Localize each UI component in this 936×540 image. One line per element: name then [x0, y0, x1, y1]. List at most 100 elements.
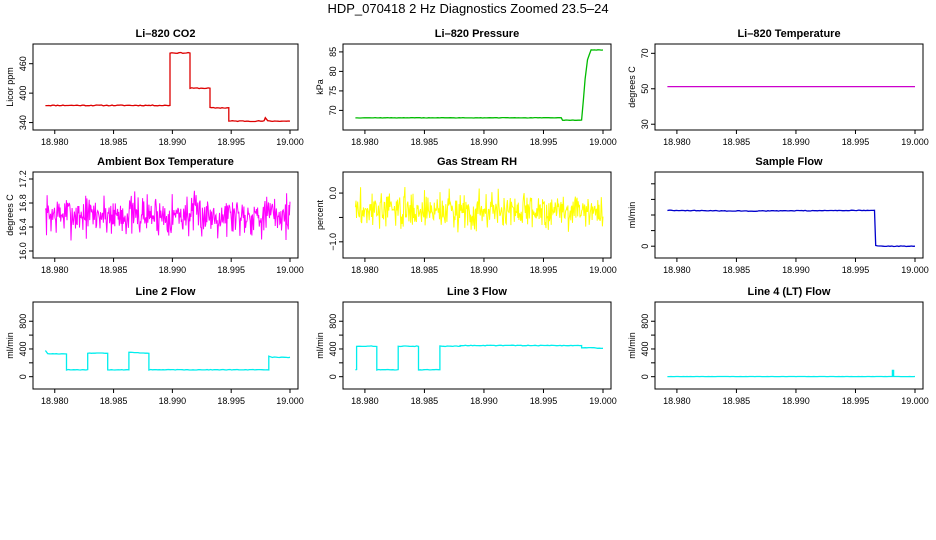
series-line	[45, 51, 291, 123]
x-tick-label: 19.000	[901, 137, 929, 147]
chart-panel: Line 4 (LT) Flow 18.980 18.985 18.990 18.995…	[627, 286, 929, 406]
series-line	[354, 186, 604, 233]
y-tick-label: 400	[18, 341, 28, 356]
x-tick-label: 18.995	[217, 265, 245, 275]
x-tick-label: 18.995	[217, 137, 245, 147]
plot-frame	[32, 171, 299, 259]
x-tick-label: 18.980	[41, 396, 69, 406]
y-axis-label: ml/min	[627, 202, 637, 229]
y-tick-label: 16.8	[18, 194, 28, 212]
x-tick-label: 19.000	[589, 137, 617, 147]
chart-title: Li–820 CO2	[136, 28, 196, 40]
plot-frame	[342, 171, 612, 259]
chart-panel: Ambient Box Temperature 18.980 18.985 18.99…	[5, 156, 304, 275]
y-tick-label: 85	[328, 47, 338, 57]
chart-title: Sample Flow	[755, 156, 823, 168]
y-tick-label: 70	[640, 48, 650, 58]
y-tick-label: 50	[640, 84, 650, 94]
x-tick-label: 18.985	[723, 396, 751, 406]
chart-title: Li–820 Pressure	[435, 28, 519, 40]
x-tick-label: 18.990	[782, 137, 810, 147]
y-tick-label: 400	[18, 86, 28, 101]
chart-title: Line 4 (LT) Flow	[748, 286, 831, 298]
x-tick-label: 18.985	[100, 396, 128, 406]
x-tick-label: 18.990	[782, 265, 810, 275]
x-tick-label: 18.990	[470, 137, 498, 147]
y-tick-label: 0.0	[328, 187, 338, 200]
y-tick-label: 16.0	[18, 242, 28, 260]
x-tick-label: 18.995	[530, 137, 558, 147]
y-tick-label: 30	[640, 119, 650, 129]
x-tick-label: 19.000	[276, 137, 304, 147]
x-tick-label: 18.980	[663, 265, 691, 275]
x-tick-label: 18.980	[41, 265, 69, 275]
x-tick-label: 18.980	[663, 137, 691, 147]
series-line	[355, 49, 604, 121]
y-tick-label: 0	[640, 374, 650, 379]
x-tick-label: 18.995	[530, 265, 558, 275]
x-tick-label: 18.990	[159, 396, 187, 406]
x-tick-label: 19.000	[589, 265, 617, 275]
x-tick-label: 18.980	[663, 396, 691, 406]
y-axis-label: kPa	[315, 79, 325, 95]
x-tick-label: 18.995	[530, 396, 558, 406]
chart-title: Li–820 Temperature	[737, 28, 840, 40]
x-tick-label: 18.985	[100, 265, 128, 275]
y-tick-label: 80	[328, 66, 338, 76]
y-tick-label: 400	[328, 341, 338, 356]
y-tick-label: 17.2	[18, 170, 28, 188]
series-line	[44, 190, 291, 241]
chart-panel: Line 2 Flow 18.980 18.985 18.990 18.995 19.00…	[5, 286, 304, 406]
x-tick-label: 18.980	[41, 137, 69, 147]
chart-title: Line 2 Flow	[136, 286, 196, 298]
plot-frame	[654, 301, 924, 390]
y-tick-label: 800	[640, 314, 650, 329]
y-tick-label: 460	[18, 56, 28, 71]
y-axis-label: ml/min	[627, 332, 637, 359]
x-tick-label: 18.990	[159, 265, 187, 275]
x-tick-label: 18.985	[411, 396, 439, 406]
y-tick-label: 0	[18, 374, 28, 379]
plot-frame	[342, 43, 612, 131]
y-axis-label: ml/min	[5, 332, 15, 359]
x-tick-label: 19.000	[901, 396, 929, 406]
chart-panel: Line 3 Flow 18.980 18.985 18.990 18.995 19.00…	[315, 286, 617, 406]
x-tick-label: 18.995	[217, 396, 245, 406]
chart-panel: Sample Flow 18.980 18.985 18.990 18.995 19.00…	[627, 156, 929, 275]
x-tick-label: 18.990	[782, 396, 810, 406]
x-tick-label: 18.980	[351, 137, 379, 147]
chart-panel: Li–820 Pressure 18.980 18.985 18.990 18.995 1…	[315, 28, 617, 147]
page-title: HDP_070418 2 Hz Diagnostics Zoomed 23.5–…	[327, 1, 609, 16]
y-tick-label: 800	[18, 314, 28, 329]
y-axis-label: ml/min	[315, 332, 325, 359]
plot-frame	[654, 171, 924, 259]
x-tick-label: 18.985	[723, 137, 751, 147]
x-tick-label: 19.000	[589, 396, 617, 406]
chart-panel: Li–820 CO2 18.980 18.985 18.990 18.995 19.000…	[5, 28, 304, 147]
chart-title: Ambient Box Temperature	[97, 156, 234, 168]
chart-panel: Li–820 Temperature 18.980 18.985 18.990 18.9…	[627, 28, 929, 147]
series-line	[667, 209, 916, 248]
x-tick-label: 19.000	[901, 265, 929, 275]
plot-frame	[342, 301, 612, 390]
x-tick-label: 19.000	[276, 396, 304, 406]
plot-frame	[32, 43, 299, 131]
series-line	[355, 344, 604, 371]
x-tick-label: 18.990	[159, 137, 187, 147]
y-tick-label: 800	[328, 314, 338, 329]
plot-frame	[654, 43, 924, 131]
x-tick-label: 18.985	[411, 265, 439, 275]
x-tick-label: 18.985	[100, 137, 128, 147]
x-tick-label: 18.980	[351, 396, 379, 406]
y-tick-label: 70	[328, 105, 338, 115]
y-tick-label: 400	[640, 341, 650, 356]
y-tick-label: 16.4	[18, 218, 28, 236]
x-tick-label: 18.995	[842, 265, 870, 275]
plot-frame	[32, 301, 299, 390]
x-tick-label: 18.990	[470, 396, 498, 406]
y-axis-label: degrees C	[5, 194, 15, 236]
chart-panel: Gas Stream RH 18.980 18.985 18.990 18.995 19.…	[315, 156, 617, 275]
x-tick-label: 18.995	[842, 137, 870, 147]
x-tick-label: 18.995	[842, 396, 870, 406]
